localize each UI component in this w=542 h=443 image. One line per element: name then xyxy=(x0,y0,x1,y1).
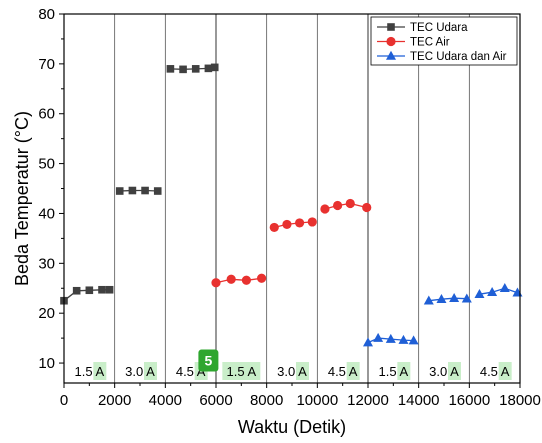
y-tick-label-3: 40 xyxy=(38,205,55,222)
series-0-point xyxy=(72,286,81,295)
series-2-point xyxy=(449,293,460,303)
series-1-point xyxy=(320,204,330,214)
segment-label-3: 1.5 A xyxy=(227,364,257,379)
segment-unit-highlight-4 xyxy=(296,362,309,380)
series-2-segment-2-line xyxy=(479,287,518,295)
series-0-segment-1-line xyxy=(119,189,158,192)
series-2-point xyxy=(423,295,434,305)
legend-label-1: TEC Air xyxy=(410,37,450,49)
series-1-segment-1-line xyxy=(274,221,313,229)
segment-unit-highlight-5 xyxy=(346,362,360,380)
segment-label-8: 4.5 A xyxy=(480,364,510,379)
series-2 xyxy=(363,283,523,347)
y-tick-label-1: 20 xyxy=(38,305,55,322)
series-1-point xyxy=(345,198,355,209)
legend-marker-2 xyxy=(386,50,396,60)
series-1-segment-2-line xyxy=(324,202,367,210)
x-tick-label-8: 16000 xyxy=(448,392,490,409)
segment-unit-highlight-1 xyxy=(144,362,157,380)
y-tick-label-5: 60 xyxy=(38,106,55,123)
x-tick-label-0: 0 xyxy=(60,392,68,409)
series-0-point xyxy=(153,187,162,195)
x-tick-label-7: 14000 xyxy=(398,392,440,409)
legend-marker-1 xyxy=(386,36,396,47)
y-tick-label-2: 30 xyxy=(38,255,55,272)
series-2-point xyxy=(398,334,409,344)
legend-marker-0 xyxy=(387,23,395,31)
y-tick-label-7: 80 xyxy=(38,6,55,23)
series-1-point xyxy=(307,217,317,227)
series-2-segment-1-line xyxy=(428,297,467,302)
segment-label-1: 3.0 A xyxy=(125,364,155,379)
y-axis-title: Beda Temperatur (°C) xyxy=(12,111,32,286)
series-0-point xyxy=(128,186,137,195)
series-2-point xyxy=(461,293,472,303)
segment-label-4: 3.0 A xyxy=(277,364,307,379)
axis-ticks: 0 2000 4000 6000 8000 10000 12000 14000 16000 180… xyxy=(38,6,541,409)
y-tick-label-0: 10 xyxy=(38,355,55,372)
segment-label-6: 1.5 A xyxy=(379,364,409,379)
segment-label-0: 1.5 A xyxy=(75,364,105,379)
series-2-point xyxy=(487,287,498,297)
series-1-point xyxy=(226,274,236,284)
x-tick-label-2: 4000 xyxy=(149,392,182,409)
x-tick-label-5: 10000 xyxy=(296,392,338,409)
series-layer xyxy=(60,63,523,347)
segment-label-5: 4.5 A xyxy=(328,364,358,379)
series-1 xyxy=(211,198,372,288)
segment-unit-highlight-7 xyxy=(448,362,461,380)
x-tick-label-6: 12000 xyxy=(347,392,389,409)
series-1-point xyxy=(362,202,372,213)
badge-box xyxy=(198,349,219,372)
series-2-point xyxy=(385,333,396,343)
series-0-point xyxy=(98,285,106,294)
series-0-point xyxy=(210,63,219,72)
series-2-point xyxy=(363,337,373,347)
series-0-point xyxy=(179,65,187,74)
series-2-point xyxy=(499,283,510,293)
plot-frame xyxy=(63,13,521,384)
series-2-point xyxy=(436,294,447,304)
x-axis-title: Waktu (Detik) xyxy=(238,417,346,437)
legend-label-2: TEC Udara dan Air xyxy=(410,51,507,63)
x-tick-label-9: 18000 xyxy=(499,392,541,409)
segment-labels: 1.5 A 3.0 A 4.5 A 1.5 A 3.0 A 4.5 A 1.5 A 3.0 A… xyxy=(75,362,512,380)
badge: 5 xyxy=(198,349,219,372)
series-1-point xyxy=(257,273,267,283)
series-1-point xyxy=(211,278,221,288)
series-1-point xyxy=(295,218,305,228)
series-0-point xyxy=(141,186,149,195)
legend: TEC Udara TEC Air TEC Udara dan Air xyxy=(370,16,518,66)
series-0-point xyxy=(204,64,213,73)
y-tick-label-4: 50 xyxy=(38,156,55,173)
segment-unit-highlight-0 xyxy=(93,362,107,380)
series-1-point xyxy=(282,219,292,230)
series-1-segment-0-line xyxy=(215,277,262,284)
series-0-point xyxy=(166,65,175,73)
segment-separators xyxy=(114,14,470,383)
series-0 xyxy=(60,63,219,305)
segment-label-highlight-3 xyxy=(222,362,261,380)
segment-unit-highlight-8 xyxy=(498,362,512,380)
segment-label-7: 3.0 A xyxy=(429,364,459,379)
series-1-point xyxy=(269,222,279,233)
series-0-point xyxy=(105,285,114,294)
series-0-point xyxy=(191,65,200,73)
segment-label-2: 4.5 A xyxy=(176,364,206,379)
segment-unit-highlight-6 xyxy=(397,362,411,380)
series-0-point xyxy=(85,286,94,295)
y-tick-label-6: 70 xyxy=(38,56,55,73)
series-2-point xyxy=(474,289,485,299)
series-1-point xyxy=(241,275,251,285)
series-0-point xyxy=(115,187,124,195)
series-2-point xyxy=(408,335,419,345)
legend-label-0: TEC Udara xyxy=(410,22,468,34)
x-tick-label-4: 8000 xyxy=(250,392,283,409)
badge-text: 5 xyxy=(205,353,213,369)
series-2-point xyxy=(373,332,384,342)
x-tick-label-1: 2000 xyxy=(98,392,131,409)
series-1-point xyxy=(333,200,343,211)
x-tick-label-3: 6000 xyxy=(199,392,232,409)
